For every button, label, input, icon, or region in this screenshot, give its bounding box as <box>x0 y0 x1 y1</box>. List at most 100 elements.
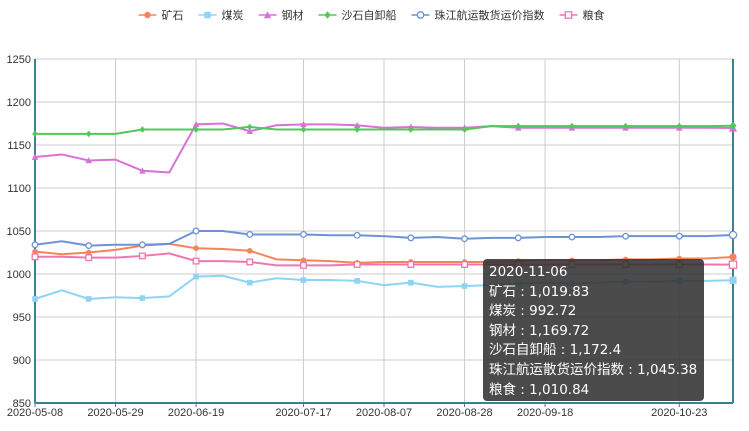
data-point <box>192 227 200 235</box>
data-point <box>31 253 39 261</box>
tooltip-row-sand-ship: 沙石自卸船 : 1,172.4 <box>489 342 622 359</box>
data-point <box>514 234 522 242</box>
data-point <box>728 260 738 269</box>
data-point <box>568 233 576 241</box>
data-point <box>139 295 146 301</box>
legend-item: 沙石自卸船 <box>318 8 397 22</box>
data-point <box>729 121 737 130</box>
x-tick-label: 2020-05-29 <box>87 407 143 419</box>
series-line <box>35 124 734 135</box>
legend-item: 钢材 <box>258 8 304 22</box>
legend-label: 钢材 <box>282 8 304 22</box>
data-point <box>515 122 522 130</box>
legend-label: 沙石自卸船 <box>342 8 397 22</box>
data-point <box>138 241 146 249</box>
data-point <box>32 130 38 138</box>
tooltip-row-ore: 矿石 : 1,019.83 <box>489 283 590 300</box>
data-point <box>246 123 253 131</box>
legend-label: 粮食 <box>583 8 605 22</box>
data-point <box>408 279 414 286</box>
data-point <box>138 252 146 260</box>
chart-legend: 矿石 煤炭 钢材 沙石自卸船 珠江航运散货运价指数 粮食 <box>138 8 605 22</box>
tooltip-row-grain: 粮食 : 1,010.84 <box>489 381 590 398</box>
y-tick-label: 1100 <box>7 183 31 195</box>
data-point <box>353 231 361 239</box>
y-tick-label: 900 <box>13 355 31 367</box>
tooltip-row-pearl-index: 珠江航运散货运价指数 : 1,045.38 <box>489 361 698 378</box>
data-point <box>407 234 415 242</box>
y-tick-label: 1050 <box>7 226 31 238</box>
x-tick-label: 2020-05-08 <box>7 407 63 419</box>
data-point <box>246 127 254 135</box>
series-line <box>34 230 734 247</box>
series-3 <box>32 121 737 138</box>
x-tick-label: 2020-10-23 <box>651 407 707 419</box>
data-point <box>354 126 360 133</box>
data-point <box>461 235 468 243</box>
data-point <box>85 157 92 164</box>
legend-item: 粮食 <box>559 8 605 22</box>
tooltip-date: 2020-11-06 <box>489 264 568 280</box>
data-point <box>85 249 92 256</box>
data-point <box>676 122 683 130</box>
series-4 <box>31 227 738 250</box>
x-tick-label: 2020-09-18 <box>517 407 573 419</box>
series-line <box>34 122 734 174</box>
data-point <box>192 257 200 265</box>
legend-marker <box>416 11 425 19</box>
data-point <box>246 230 254 238</box>
data-tooltip: 2020-11-06 矿石 : 1,019.83 煤炭 : 992.72 钢材 … <box>483 259 704 401</box>
data-point <box>193 245 199 251</box>
data-point <box>461 261 468 268</box>
tooltip-row-steel: 钢材 : 1,169.72 <box>489 322 590 339</box>
data-point <box>728 230 738 240</box>
data-point <box>354 278 360 284</box>
data-point <box>85 296 92 302</box>
chart-axes: 850 900 950 1000 1050 1100 1150 1200 1250 2020-05… <box>7 54 734 419</box>
data-point <box>139 126 146 133</box>
data-point <box>246 279 253 286</box>
data-point <box>139 167 146 174</box>
y-tick-label: 950 <box>13 312 31 324</box>
legend-label: 矿石 <box>162 9 184 22</box>
data-point <box>300 277 307 283</box>
data-point <box>461 126 468 133</box>
legend-item: 珠江航运散货运价指数 <box>411 8 545 22</box>
data-point <box>408 126 414 133</box>
legend-item: 煤炭 <box>198 9 244 22</box>
y-tick-label: 1000 <box>7 269 31 281</box>
data-point <box>461 283 468 289</box>
legend-marker <box>324 11 331 19</box>
legend-marker <box>263 11 272 19</box>
y-tick-label: 1150 <box>7 140 31 152</box>
y-tick-label: 850 <box>13 398 31 410</box>
data-point <box>31 153 39 160</box>
tooltip-row-coal: 煤炭 : 992.72 <box>489 303 577 320</box>
data-point <box>32 296 38 302</box>
legend-marker <box>144 11 151 19</box>
data-point <box>193 126 199 133</box>
legend-marker <box>564 11 573 19</box>
data-point <box>31 241 39 249</box>
data-point <box>85 242 93 250</box>
data-point <box>569 122 575 130</box>
data-point <box>85 130 92 138</box>
legend-item: 矿石 <box>138 9 184 22</box>
data-point <box>353 261 361 268</box>
legend-label: 珠江航运散货运价指数 <box>435 8 545 22</box>
data-point <box>675 232 683 240</box>
x-tick-label: 2020-08-07 <box>356 407 412 419</box>
data-point <box>85 254 93 262</box>
data-point <box>300 257 307 264</box>
data-point <box>192 120 200 128</box>
data-point <box>300 230 307 238</box>
y-tick-label: 1200 <box>7 97 31 109</box>
legend-label: 煤炭 <box>222 9 244 22</box>
data-point <box>193 273 199 280</box>
x-tick-label: 2020-06-19 <box>168 407 224 419</box>
data-point <box>622 122 629 130</box>
x-tick-label: 2020-08-28 <box>436 407 492 419</box>
data-point <box>246 258 254 266</box>
data-point <box>407 261 415 268</box>
